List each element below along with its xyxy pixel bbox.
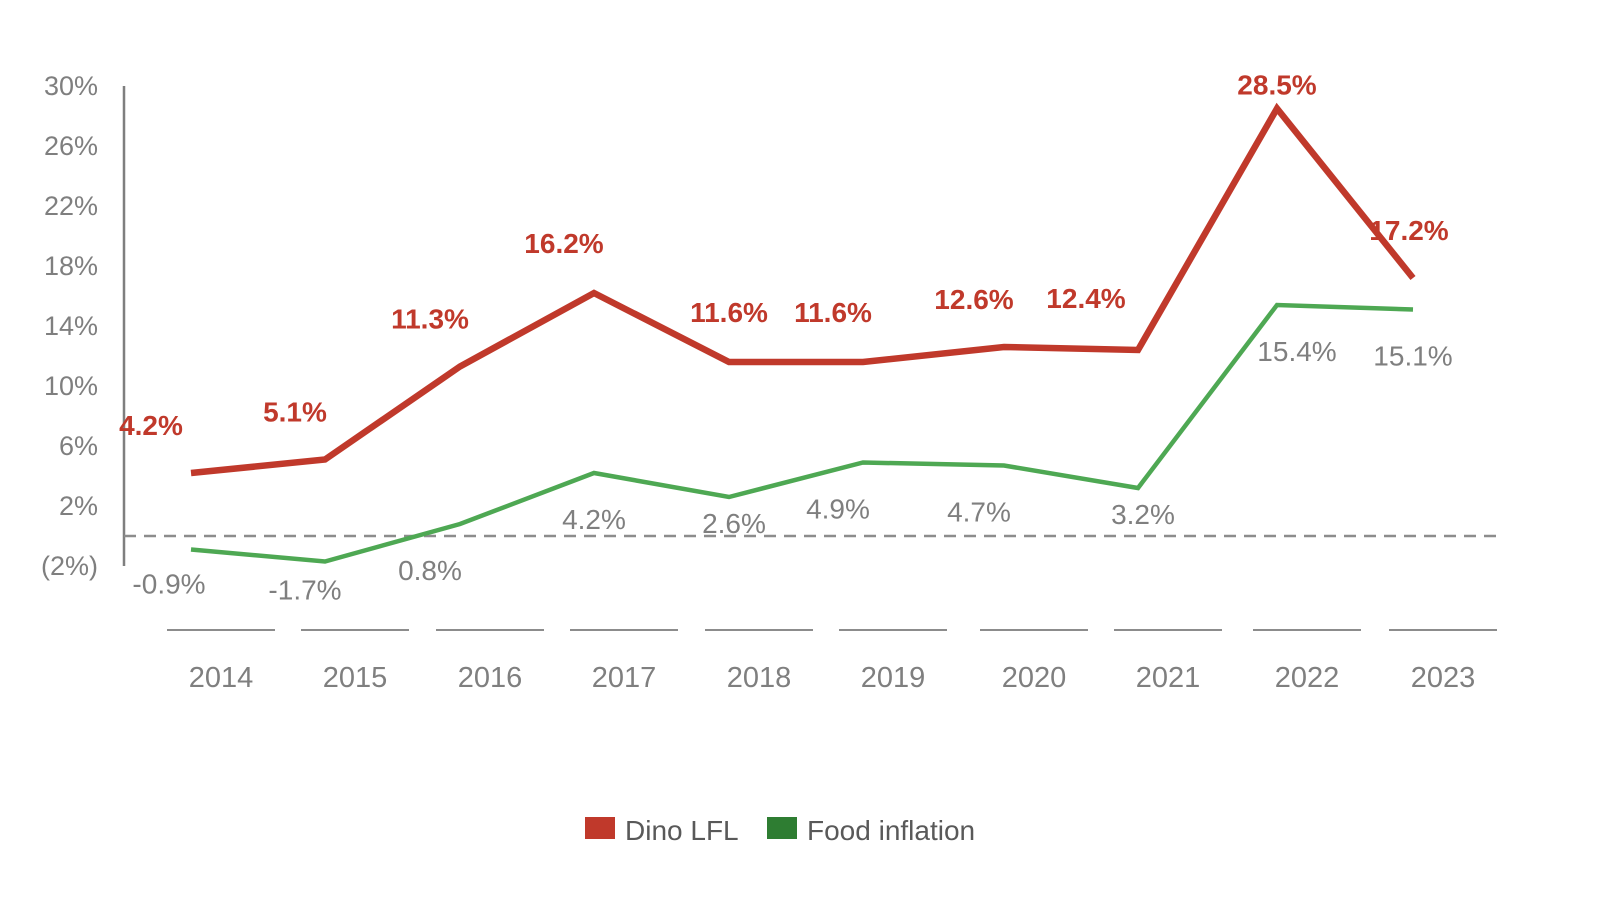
data-label-dino-lfl: 5.1% (263, 397, 327, 428)
series-lines-layer (190, 102, 1416, 564)
legend: Dino LFL Food inflation (585, 815, 975, 846)
y-tick-label: 14% (44, 311, 98, 341)
y-tick-label: 22% (44, 191, 98, 221)
data-label-dino-lfl: 17.2% (1369, 215, 1448, 246)
y-tick-label: 2% (59, 491, 98, 521)
x-tick-label: 2019 (861, 662, 926, 694)
x-axis-layer: 2014 2015 2016 2017 2018 2019 2020 2021 2022 2023 (167, 629, 1497, 694)
data-label-food-inflation: 4.2% (562, 504, 626, 535)
x-tick-label: 2021 (1136, 662, 1201, 694)
legend-label-dino-lfl: Dino LFL (625, 815, 739, 846)
x-tick-label: 2014 (189, 662, 254, 694)
legend-label-food-inflation: Food inflation (807, 815, 975, 846)
x-tick-label: 2018 (727, 662, 792, 694)
data-label-dino-lfl: 28.5% (1237, 70, 1316, 101)
y-tick-label: 10% (44, 371, 98, 401)
data-label-dino-lfl: 16.2% (524, 228, 603, 259)
y-tick-label: 18% (44, 251, 98, 281)
legend-swatch-food-inflation (767, 817, 797, 839)
data-label-food-inflation: 4.7% (947, 497, 1011, 528)
y-tick-label: 26% (44, 131, 98, 161)
legend-swatch-dino-lfl (585, 817, 615, 839)
data-label-dino-lfl: 12.4% (1046, 283, 1125, 314)
x-tick-label: 2015 (323, 662, 388, 694)
data-label-dino-lfl: 4.2% (119, 410, 183, 441)
series-line-dino-lfl (190, 102, 1416, 477)
x-tick-label: 2022 (1275, 662, 1340, 694)
x-tick-label: 2016 (458, 662, 523, 694)
x-tick-label: 2017 (592, 662, 657, 694)
series-line-food-inflation (190, 302, 1414, 564)
data-label-food-inflation: -0.9% (132, 569, 205, 600)
data-label-food-inflation: 15.1% (1373, 341, 1452, 372)
data-label-food-inflation: -1.7% (268, 575, 341, 606)
data-label-dino-lfl: 11.3% (391, 304, 469, 335)
data-label-food-inflation: 15.4% (1257, 336, 1336, 367)
x-tick-label: 2023 (1411, 662, 1476, 694)
data-labels-layer: 4.2% 5.1% 11.3% 16.2% 11.6% 11.6% 12.6% 12.4% 28… (119, 70, 1453, 606)
x-tick-label: 2020 (1002, 662, 1067, 694)
data-label-food-inflation: 0.8% (398, 555, 462, 586)
data-label-dino-lfl: 11.6% (794, 297, 872, 328)
y-tick-label: 30% (44, 71, 98, 101)
data-label-dino-lfl: 12.6% (934, 284, 1013, 315)
y-tick-label: 6% (59, 431, 98, 461)
data-label-food-inflation: 3.2% (1111, 499, 1175, 530)
axes-layer: 30% 26% 22% 18% 14% 10% 6% 2% (2%) (41, 71, 126, 581)
y-tick-label: (2%) (41, 551, 98, 581)
data-label-food-inflation: 4.9% (806, 494, 870, 525)
data-label-food-inflation: 2.6% (702, 508, 766, 539)
data-label-dino-lfl: 11.6% (690, 297, 768, 328)
